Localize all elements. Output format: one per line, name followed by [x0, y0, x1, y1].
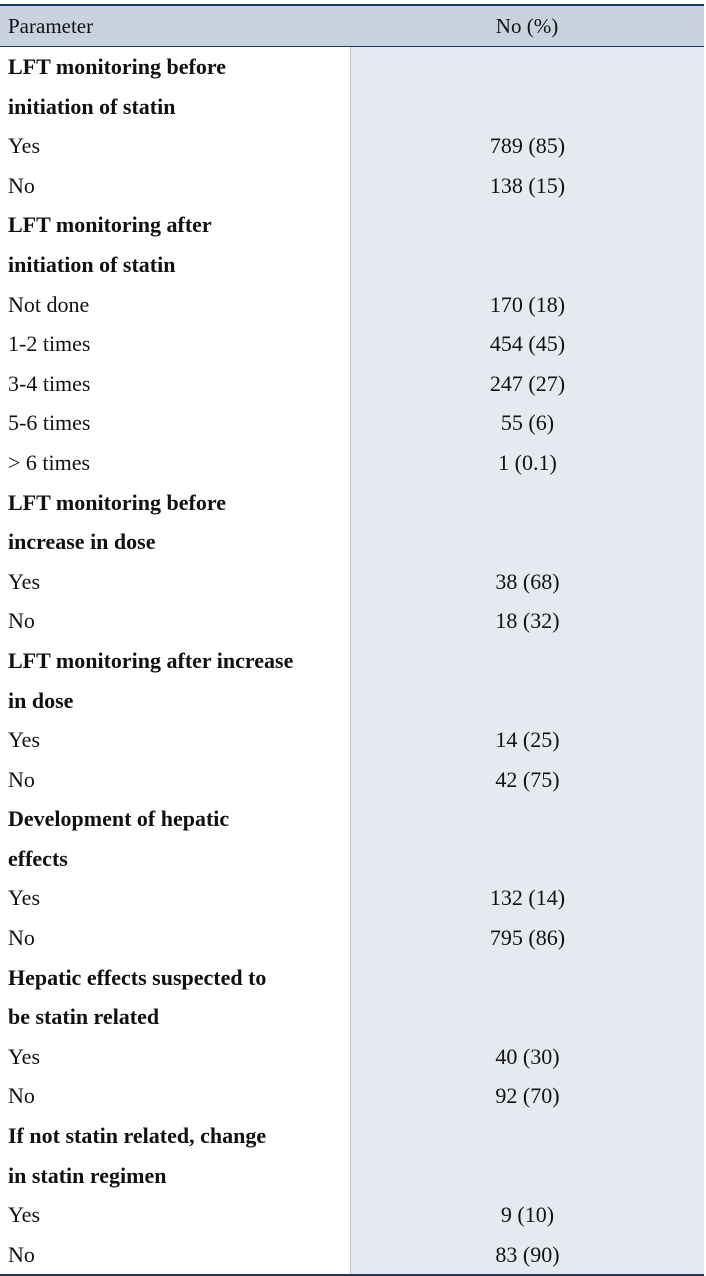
section-label: LFT monitoring before [0, 47, 350, 87]
table-row: effects [0, 838, 704, 879]
section-label: Hepatic effects suspected to [0, 957, 350, 998]
row-value [350, 799, 704, 839]
header-parameter: Parameter [8, 14, 94, 38]
row-value [350, 957, 704, 998]
row-value: 38 (68) [350, 561, 704, 602]
row-label: 1-2 times [0, 324, 350, 364]
row-value [350, 205, 704, 245]
row-value [350, 640, 704, 681]
row-value: 83 (90) [350, 1234, 704, 1275]
table-row: Yes 38 (68) [0, 561, 704, 602]
table-row: No 138 (15) [0, 165, 704, 206]
row-value: 9 (10) [350, 1195, 704, 1235]
table-row: 1-2 times 454 (45) [0, 324, 704, 364]
table-row: Not done 170 (18) [0, 284, 704, 325]
table-row: No 18 (32) [0, 601, 704, 641]
row-label: Yes [0, 561, 350, 602]
section-label: effects [0, 838, 350, 879]
table-header: Parameter No (%) [0, 6, 704, 47]
row-value: 18 (32) [350, 601, 704, 641]
table-row: in dose [0, 680, 704, 721]
row-label: Yes [0, 878, 350, 919]
row-label: Not done [0, 284, 350, 325]
table-row: LFT monitoring before [0, 482, 704, 523]
table-row: Hepatic effects suspected to [0, 957, 704, 998]
row-value: 170 (18) [350, 284, 704, 325]
row-value [350, 838, 704, 879]
table-row: Yes 9 (10) [0, 1195, 704, 1235]
section-label: LFT monitoring after increase [0, 640, 350, 681]
row-label: Yes [0, 126, 350, 166]
row-value: 247 (27) [350, 363, 704, 404]
row-value [350, 680, 704, 721]
table-row: initiation of statin [0, 244, 704, 285]
row-value: 795 (86) [350, 918, 704, 958]
table-row: Yes 132 (14) [0, 878, 704, 919]
row-value [350, 86, 704, 127]
table-row: Development of hepatic [0, 799, 704, 839]
table-row: Yes 40 (30) [0, 1036, 704, 1077]
table-row: LFT monitoring after increase [0, 640, 704, 681]
table-row: be statin related [0, 997, 704, 1037]
table-row: Yes 789 (85) [0, 126, 704, 166]
row-value: 789 (85) [350, 126, 704, 166]
row-value: 42 (75) [350, 759, 704, 800]
table-row: LFT monitoring before [0, 47, 704, 87]
table-row: in statin regimen [0, 1155, 704, 1196]
row-value: 14 (25) [350, 720, 704, 760]
row-label: Yes [0, 1195, 350, 1235]
row-value: 92 (70) [350, 1076, 704, 1117]
table-row: If not statin related, change [0, 1116, 704, 1156]
row-value: 40 (30) [350, 1036, 704, 1077]
section-label: in statin regimen [0, 1155, 350, 1196]
table-row: 5-6 times 55 (6) [0, 403, 704, 443]
row-label: No [0, 918, 350, 958]
section-label: in dose [0, 680, 350, 721]
row-value: 138 (15) [350, 165, 704, 206]
row-label: No [0, 601, 350, 641]
row-label: No [0, 165, 350, 206]
table-row: No 795 (86) [0, 918, 704, 958]
section-label: increase in dose [0, 522, 350, 562]
row-value: 1 (0.1) [350, 442, 704, 483]
section-label: initiation of statin [0, 86, 350, 127]
section-label: If not statin related, change [0, 1116, 350, 1156]
row-label: Yes [0, 1036, 350, 1077]
table-row: No 83 (90) [0, 1234, 704, 1275]
table-row: Yes 14 (25) [0, 720, 704, 760]
row-value [350, 482, 704, 523]
table-row: initiation of statin [0, 86, 704, 127]
row-label: 5-6 times [0, 403, 350, 443]
section-label: LFT monitoring after [0, 205, 350, 245]
row-value [350, 997, 704, 1037]
row-value [350, 1116, 704, 1156]
row-label: Yes [0, 720, 350, 760]
row-value [350, 244, 704, 285]
row-label: No [0, 1076, 350, 1117]
table-body: LFT monitoring before initiation of stati… [0, 47, 704, 1275]
row-label: > 6 times [0, 442, 350, 483]
table-row: No 42 (75) [0, 759, 704, 800]
row-value [350, 47, 704, 87]
section-label: initiation of statin [0, 244, 350, 285]
section-label: Development of hepatic [0, 799, 350, 839]
data-table: Parameter No (%) LFT monitoring before in… [0, 4, 704, 1276]
row-label: 3-4 times [0, 363, 350, 404]
table-row: No 92 (70) [0, 1076, 704, 1117]
table-row: > 6 times 1 (0.1) [0, 442, 704, 483]
row-value: 55 (6) [350, 403, 704, 443]
section-label: be statin related [0, 997, 350, 1037]
row-label: No [0, 759, 350, 800]
table-row: LFT monitoring after [0, 205, 704, 245]
table-row: 3-4 times 247 (27) [0, 363, 704, 404]
row-value [350, 1155, 704, 1196]
table-row: increase in dose [0, 522, 704, 562]
header-no-percent: No (%) [495, 14, 559, 38]
row-label: No [0, 1234, 350, 1275]
row-value: 454 (45) [350, 324, 704, 364]
row-value: 132 (14) [350, 878, 704, 919]
row-value [350, 522, 704, 562]
section-label: LFT monitoring before [0, 482, 350, 523]
